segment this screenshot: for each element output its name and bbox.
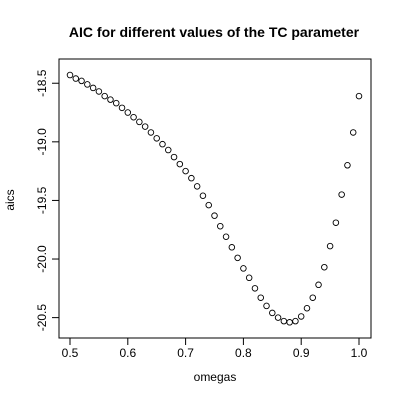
data-point bbox=[338, 191, 345, 198]
data-points bbox=[66, 71, 363, 326]
data-point bbox=[95, 88, 103, 95]
y-tick-label: -20.5 bbox=[35, 304, 49, 332]
y-axis: -18.5 -19.0 -19.5 -20.0 -20.5 bbox=[35, 69, 59, 331]
data-point bbox=[107, 96, 114, 103]
data-point bbox=[124, 109, 132, 116]
data-point bbox=[321, 263, 328, 271]
data-point bbox=[153, 135, 160, 142]
x-tick-label: 0.6 bbox=[119, 346, 136, 360]
data-point bbox=[176, 160, 184, 168]
data-point bbox=[66, 71, 74, 79]
data-point bbox=[222, 233, 230, 241]
data-point bbox=[193, 183, 201, 190]
data-point bbox=[78, 77, 85, 85]
data-point bbox=[72, 75, 80, 82]
data-point bbox=[217, 222, 224, 230]
x-tick-label: 1.0 bbox=[351, 346, 368, 360]
data-point bbox=[263, 302, 270, 310]
plot-frame bbox=[58, 58, 372, 339]
data-point bbox=[170, 153, 178, 161]
y-axis-label: aics bbox=[3, 189, 17, 210]
y-tick-label: -19.5 bbox=[35, 186, 49, 214]
x-axis: 0.5 0.6 0.7 0.8 0.9 1.0 bbox=[62, 338, 368, 360]
data-point bbox=[84, 81, 91, 88]
data-point bbox=[141, 123, 149, 130]
data-point bbox=[112, 99, 120, 107]
data-point bbox=[286, 319, 293, 326]
data-point bbox=[188, 174, 195, 182]
data-point bbox=[240, 265, 247, 272]
x-tick-label: 0.8 bbox=[235, 346, 252, 360]
data-point bbox=[332, 219, 340, 226]
data-point bbox=[349, 129, 357, 136]
data-point bbox=[251, 285, 259, 292]
data-point bbox=[315, 281, 322, 289]
y-tick-label: -20.0 bbox=[35, 245, 49, 273]
data-point bbox=[130, 113, 137, 121]
data-point bbox=[297, 313, 305, 320]
data-point bbox=[159, 140, 166, 148]
data-point bbox=[89, 84, 97, 92]
x-axis-label: omegas bbox=[194, 370, 237, 384]
data-point bbox=[245, 274, 253, 282]
data-point bbox=[257, 294, 264, 301]
chart-title: AIC for different values of the TC param… bbox=[69, 24, 360, 40]
data-point bbox=[205, 201, 212, 209]
data-point bbox=[309, 294, 317, 301]
x-tick-label: 0.7 bbox=[177, 346, 194, 360]
data-point bbox=[199, 192, 207, 199]
x-tick-label: 0.9 bbox=[293, 346, 310, 360]
data-point bbox=[355, 92, 363, 100]
data-point bbox=[136, 118, 143, 126]
data-point bbox=[118, 104, 126, 112]
data-point bbox=[228, 244, 236, 251]
data-point bbox=[165, 146, 172, 154]
data-point bbox=[292, 317, 299, 325]
y-tick-label: -18.5 bbox=[35, 69, 49, 97]
data-point bbox=[147, 129, 155, 136]
data-point bbox=[211, 212, 218, 219]
data-point bbox=[101, 92, 108, 100]
data-point bbox=[280, 317, 288, 325]
plot-area bbox=[58, 58, 372, 339]
data-point bbox=[326, 242, 334, 250]
data-point bbox=[274, 314, 282, 321]
x-tick-label: 0.5 bbox=[62, 346, 79, 360]
y-tick-label: -19.0 bbox=[35, 128, 49, 156]
data-point bbox=[182, 167, 189, 175]
data-point bbox=[269, 309, 276, 317]
data-point bbox=[344, 162, 351, 169]
data-point bbox=[303, 304, 311, 312]
data-point bbox=[234, 254, 241, 262]
